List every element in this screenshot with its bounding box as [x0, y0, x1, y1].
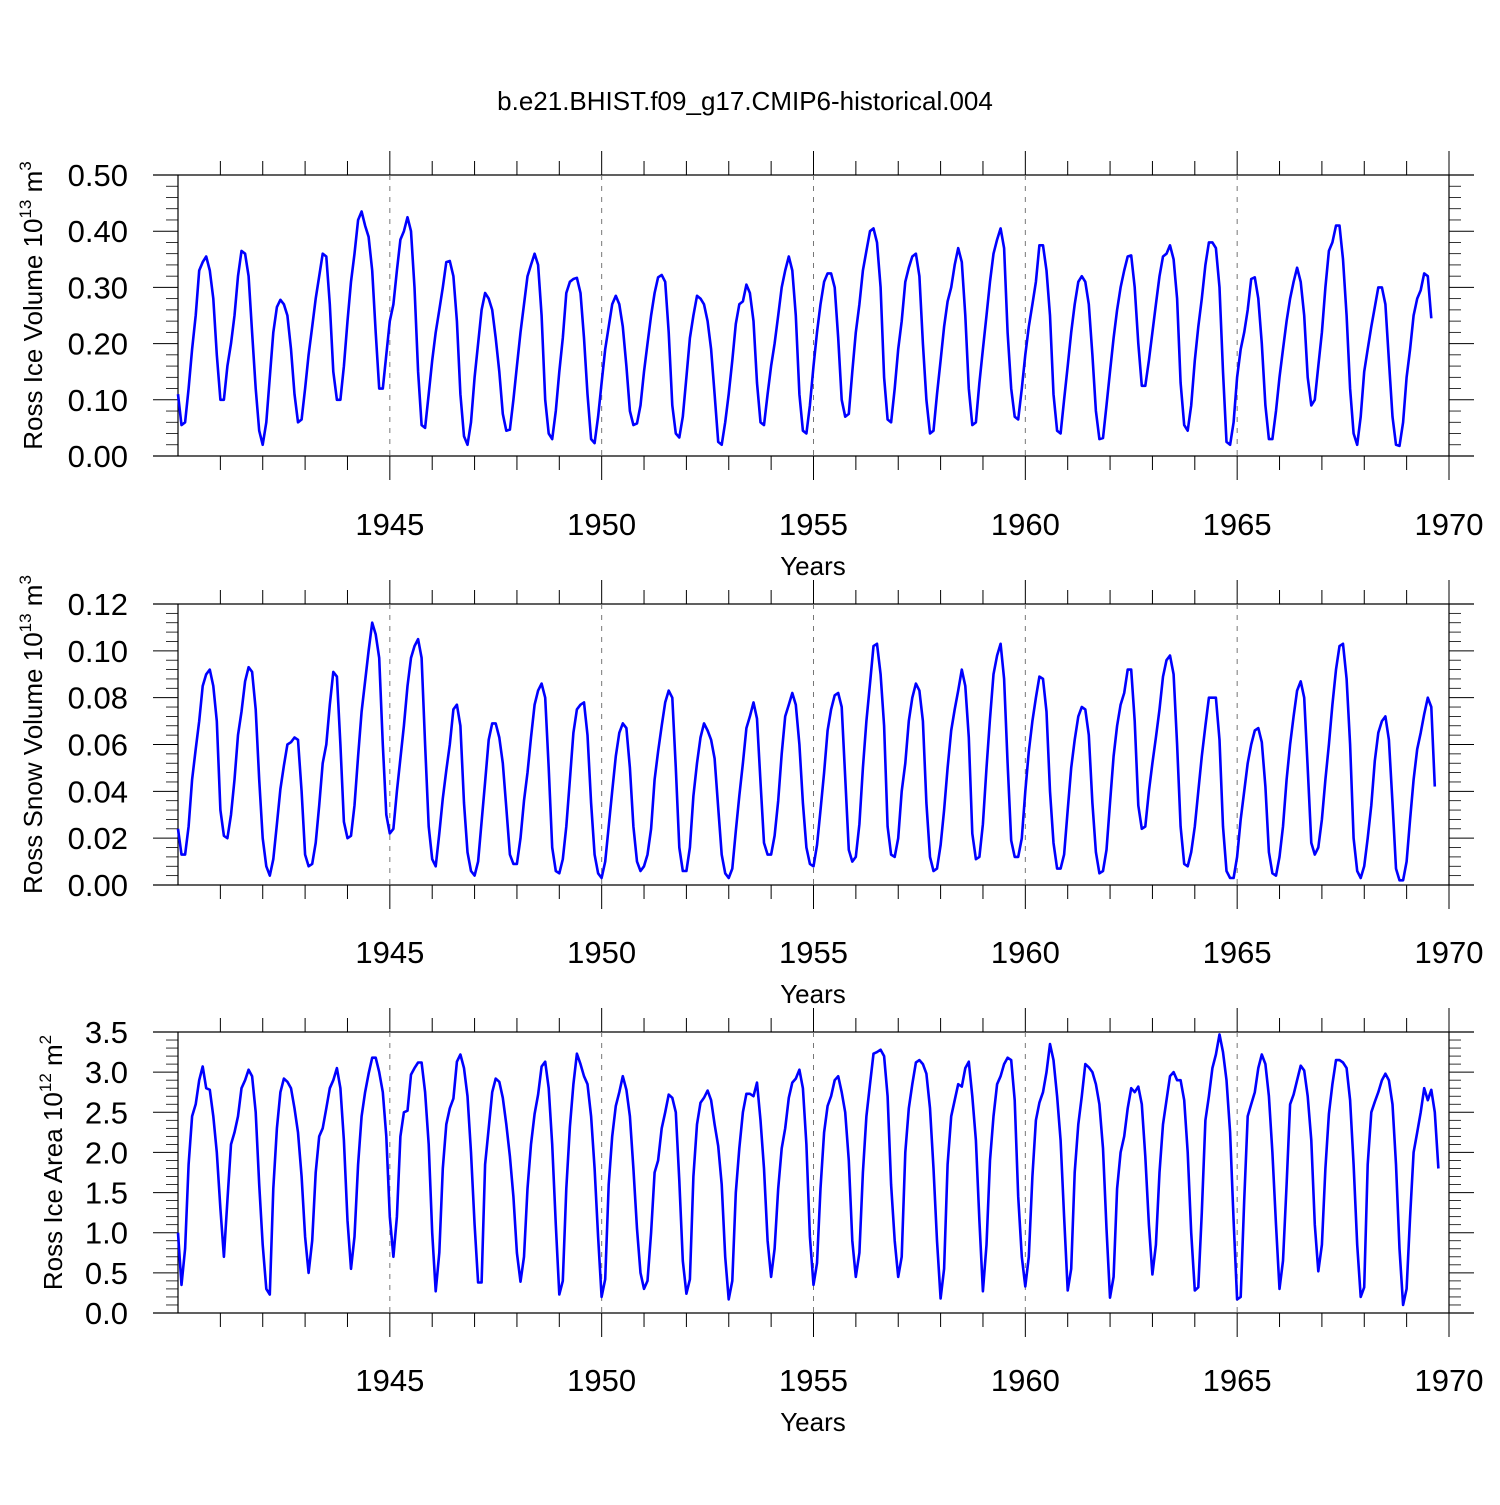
- y-tick-label: 2.0: [85, 1135, 128, 1170]
- y-tick-label: 3.5: [85, 1015, 128, 1050]
- figure-title: b.e21.BHIST.f09_g17.CMIP6-historical.004: [497, 86, 993, 116]
- series-line-ross-ice-volume: [176, 210, 1433, 448]
- y-tick-label: 0.10: [68, 634, 128, 669]
- x-tick-label: 1945: [355, 935, 424, 970]
- y-tick-label: 0.08: [68, 681, 128, 716]
- y-tick-label: 0.20: [68, 327, 128, 362]
- x-tick-label: 1970: [1415, 1363, 1484, 1398]
- x-tick-label: 1960: [991, 935, 1060, 970]
- x-tick-label: 1955: [779, 1363, 848, 1398]
- x-tick-label: 1965: [1203, 507, 1272, 542]
- x-tick-label: 1960: [991, 1363, 1060, 1398]
- y-tick-label: 2.5: [85, 1095, 128, 1130]
- x-axis-label: Years: [780, 1407, 846, 1437]
- x-tick-label: 1970: [1415, 935, 1484, 970]
- ross-ice-area-panel: 0.0 0.5 1.0 1.5 2.0 2.5 3.0 3.5 1945 1950 1955 1960…: [36, 1008, 1483, 1437]
- y-tick-label: 0.5: [85, 1256, 128, 1291]
- x-tick-label: 1945: [355, 507, 424, 542]
- y-tick-label: 1.5: [85, 1176, 128, 1211]
- y-axis-label: Ross Ice Volume 1013 m3: [16, 161, 48, 450]
- y-tick-label: 0.0: [85, 1296, 128, 1331]
- y-tick-label: 3.0: [85, 1055, 128, 1090]
- x-tick-label: 1965: [1203, 935, 1272, 970]
- y-axis-label: Ross Ice Area 1012 m2: [36, 1035, 68, 1290]
- x-tick-label: 1965: [1203, 1363, 1272, 1398]
- x-tick-label: 1970: [1415, 507, 1484, 542]
- y-tick-label: 0.00: [68, 439, 128, 474]
- y-axis-label: Ross Snow Volume 1013 m3: [16, 575, 48, 894]
- x-axis-label: Years: [780, 551, 846, 581]
- x-tick-label: 1955: [779, 507, 848, 542]
- x-axis-label: Years: [780, 979, 846, 1009]
- ross-ice-volume-panel: 0.00 0.10 0.20 0.30 0.40 0.50 1945 1950 1955 1960…: [16, 151, 1483, 581]
- y-tick-label: 0.30: [68, 270, 128, 305]
- y-tick-label: 0.02: [68, 821, 128, 856]
- y-tick-label: 0.40: [68, 214, 128, 249]
- x-tick-label: 1950: [567, 935, 636, 970]
- x-tick-label: 1950: [567, 507, 636, 542]
- series-line-ross-ice-area: [176, 1033, 1440, 1307]
- y-tick-label: 0.12: [68, 587, 128, 622]
- y-tick-label: 0.00: [68, 868, 128, 903]
- y-tick-label: 0.04: [68, 774, 128, 809]
- x-tick-label: 1950: [567, 1363, 636, 1398]
- x-tick-label: 1945: [355, 1363, 424, 1398]
- x-tick-label: 1960: [991, 507, 1060, 542]
- y-tick-label: 0.06: [68, 728, 128, 763]
- ross-snow-volume-panel: 0.00 0.02 0.04 0.06 0.08 0.10 0.12 1945 1950 1955…: [16, 575, 1483, 1009]
- x-tick-label: 1955: [779, 935, 848, 970]
- y-tick-label: 0.50: [68, 158, 128, 193]
- y-tick-label: 0.10: [68, 383, 128, 418]
- y-tick-label: 1.0: [85, 1216, 128, 1251]
- series-line-ross-snow-volume: [176, 621, 1437, 882]
